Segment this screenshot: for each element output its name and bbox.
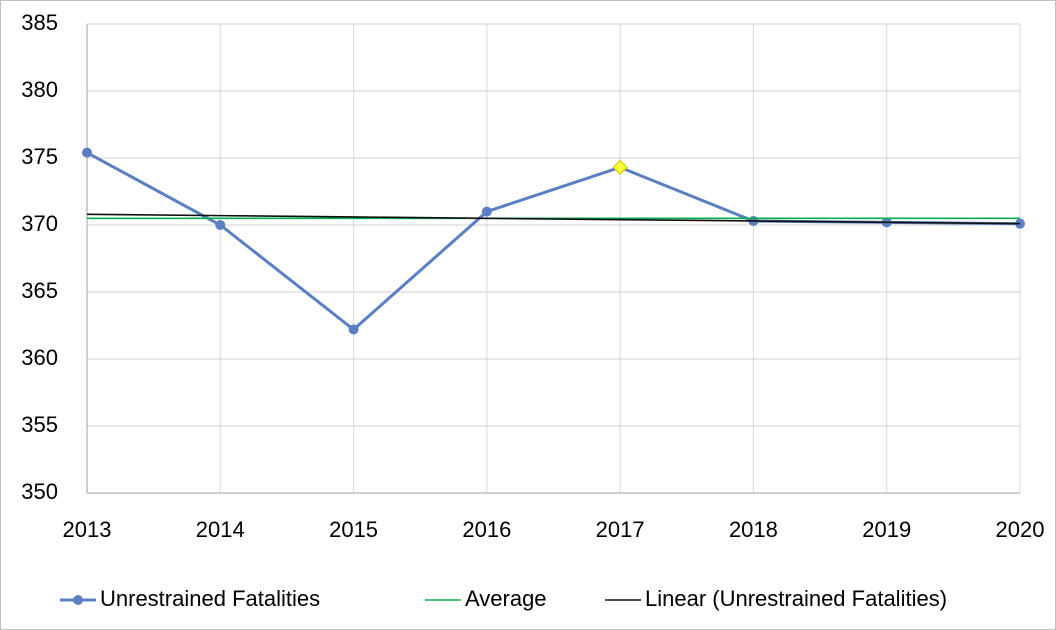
y-tick-label: 380 <box>21 77 58 102</box>
legend-marker <box>73 595 83 605</box>
legend-label: Average <box>465 586 547 611</box>
point <box>82 147 92 158</box>
point <box>348 324 359 335</box>
point <box>215 220 226 230</box>
x-tick-label: 2015 <box>329 517 378 542</box>
x-tick-label: 2016 <box>462 517 511 542</box>
legend-label: Linear (Unrestrained Fatalities) <box>645 586 947 611</box>
x-tick-label: 2020 <box>996 517 1045 542</box>
x-tick-label: 2017 <box>596 517 645 542</box>
x-tick-label: 2019 <box>862 517 911 542</box>
y-tick-label: 385 <box>21 10 58 35</box>
x-tick-label: 2013 <box>63 517 112 542</box>
highlight-marker <box>612 159 628 176</box>
legend-label: Unrestrained Fatalities <box>100 586 320 611</box>
point <box>481 206 492 217</box>
y-tick-label: 360 <box>21 345 58 370</box>
x-tick-label: 2018 <box>729 517 778 542</box>
y-tick-label: 365 <box>21 278 58 303</box>
y-tick-label: 375 <box>21 144 58 169</box>
x-tick-label: 2014 <box>196 517 245 542</box>
y-tick-label: 350 <box>21 479 58 504</box>
y-tick-label: 355 <box>21 412 58 437</box>
series-line <box>86 213 1021 225</box>
y-tick-label: 370 <box>21 211 58 236</box>
